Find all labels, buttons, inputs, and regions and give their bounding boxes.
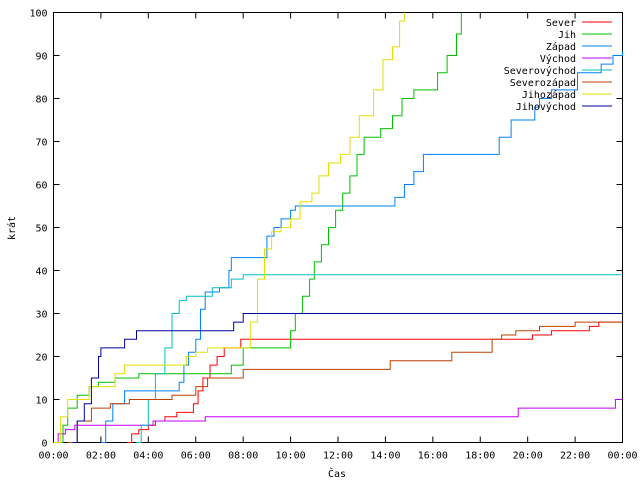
legend-label: Východ — [540, 53, 576, 65]
x-tick-label: 00:00 — [607, 451, 637, 462]
series-line — [127, 321, 623, 443]
x-tick-label: 04:00 — [133, 451, 163, 462]
y-tick-label: 80 — [35, 95, 47, 106]
y-tick-label: 100 — [29, 9, 47, 20]
series-line — [58, 12, 462, 443]
x-tick-label: 10:00 — [276, 451, 306, 462]
series-line — [67, 321, 623, 443]
axis-ticks: 0 10 20 30 40 50 60 70 80 90 100 00:00 02:00 04:00 06:… — [29, 9, 637, 462]
legend: SeverJihZápadVýchodSeverovýchodSeverozáp… — [504, 18, 612, 113]
legend-label: Severovýchod — [504, 65, 576, 77]
y-tick-label: 30 — [35, 310, 47, 321]
legend-label: Jih — [558, 30, 576, 41]
legend-label: Severozápad — [510, 77, 576, 89]
y-tick-label: 0 — [41, 439, 47, 450]
x-tick-label: 06:00 — [181, 451, 211, 462]
legend-label: Jihovýchod — [516, 101, 576, 113]
legend-label: Sever — [546, 18, 576, 29]
y-tick-label: 20 — [35, 353, 47, 364]
x-tick-label: 18:00 — [465, 451, 495, 462]
series-line — [136, 274, 623, 443]
y-tick-label: 90 — [35, 52, 47, 63]
series-line — [72, 313, 623, 443]
x-tick-label: 14:00 — [370, 451, 400, 462]
x-tick-label: 08:00 — [228, 451, 258, 462]
series-line — [53, 399, 623, 443]
series-line — [100, 51, 623, 443]
x-tick-label: 12:00 — [323, 451, 353, 462]
y-tick-label: 60 — [35, 181, 47, 192]
series-group — [53, 12, 623, 443]
series-line — [53, 12, 405, 443]
x-tick-label: 02:00 — [86, 451, 116, 462]
legend-label: Jihozápad — [522, 89, 576, 101]
y-tick-label: 70 — [35, 138, 47, 149]
legend-label: Západ — [546, 41, 576, 53]
y-tick-label: 50 — [35, 224, 47, 235]
x-tick-label: 22:00 — [560, 451, 590, 462]
x-tick-label: 20:00 — [513, 451, 543, 462]
y-tick-label: 40 — [35, 267, 47, 278]
y-axis-label: krát — [6, 216, 18, 240]
x-tick-label: 00:00 — [38, 451, 68, 462]
y-tick-label: 10 — [35, 396, 47, 407]
x-axis-label: Čas — [328, 467, 346, 480]
x-tick-label: 16:00 — [418, 451, 448, 462]
